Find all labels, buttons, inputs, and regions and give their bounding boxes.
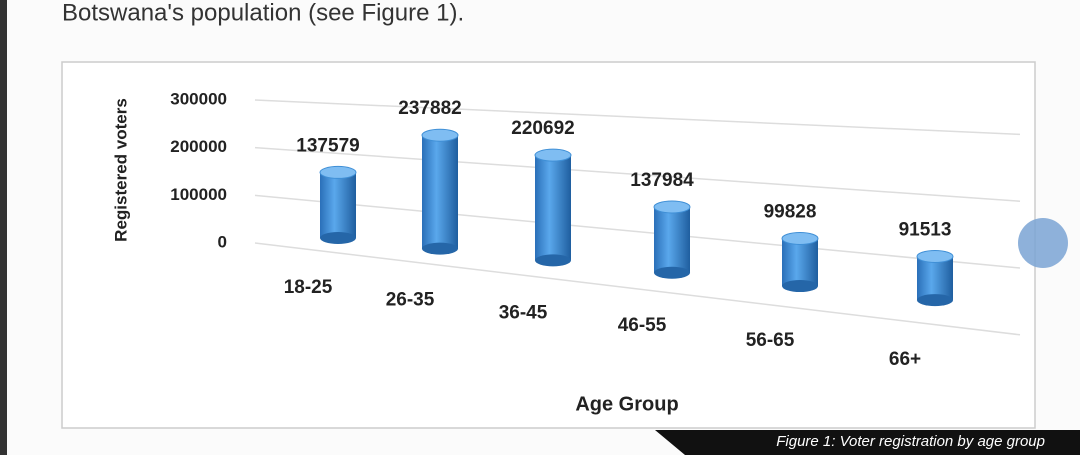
value-label: 137579 (296, 135, 359, 156)
bar-top-cap (421, 128, 459, 142)
page-edge (0, 0, 7, 455)
y-axis-label: Registered voters (111, 98, 130, 242)
value-label: 137984 (630, 170, 694, 191)
grid-line (254, 194, 1021, 269)
bar-top-cap (781, 231, 819, 245)
bar (782, 238, 818, 287)
bar-bottom-cap (782, 280, 818, 293)
y-tick-label: 100000 (170, 185, 227, 204)
y-tick-label: 300000 (170, 89, 227, 108)
bar-bottom-cap (535, 254, 571, 267)
bar-bottom-cap (654, 266, 690, 279)
bar (422, 135, 458, 249)
value-label: 237882 (398, 98, 461, 119)
x-tick-label: 56-65 (746, 330, 795, 351)
bar-top-cap (653, 200, 691, 214)
cursor-dot (1018, 218, 1068, 268)
value-label: 99828 (764, 201, 817, 222)
bar (654, 206, 690, 273)
x-tick-label: 66+ (889, 349, 921, 370)
bar (917, 256, 953, 301)
value-label: 220692 (511, 118, 574, 139)
x-tick-label: 26-35 (386, 290, 435, 311)
plot: 0 100000 200000 300000 137579 18-25 237882 26-3… (170, 89, 1021, 370)
caption: Figure 1: Voter registration by age grou… (776, 433, 1045, 450)
y-tick-label: 200000 (170, 137, 227, 156)
grid-line (254, 99, 1021, 136)
bar-bottom-cap (917, 294, 953, 307)
x-tick-label: 46-55 (618, 315, 667, 336)
bar (320, 172, 356, 238)
x-tick-label: 36-45 (499, 302, 548, 323)
grid-line (254, 146, 1021, 202)
caption-banner (655, 430, 1080, 455)
bar-top-cap (916, 249, 954, 263)
x-tick-label: 18-25 (284, 277, 333, 298)
bar-bottom-cap (320, 232, 356, 244)
bar-top-cap (534, 148, 572, 162)
bar (535, 155, 571, 261)
bar-bottom-cap (422, 242, 458, 255)
grid-line (254, 242, 1021, 336)
bar-top-cap (319, 165, 357, 179)
x-axis-label: Age Group (575, 393, 678, 415)
y-tick-label: 0 (218, 232, 227, 251)
context-text: Botswana's population (see Figure 1). (62, 0, 464, 26)
value-label: 91513 (899, 219, 952, 240)
